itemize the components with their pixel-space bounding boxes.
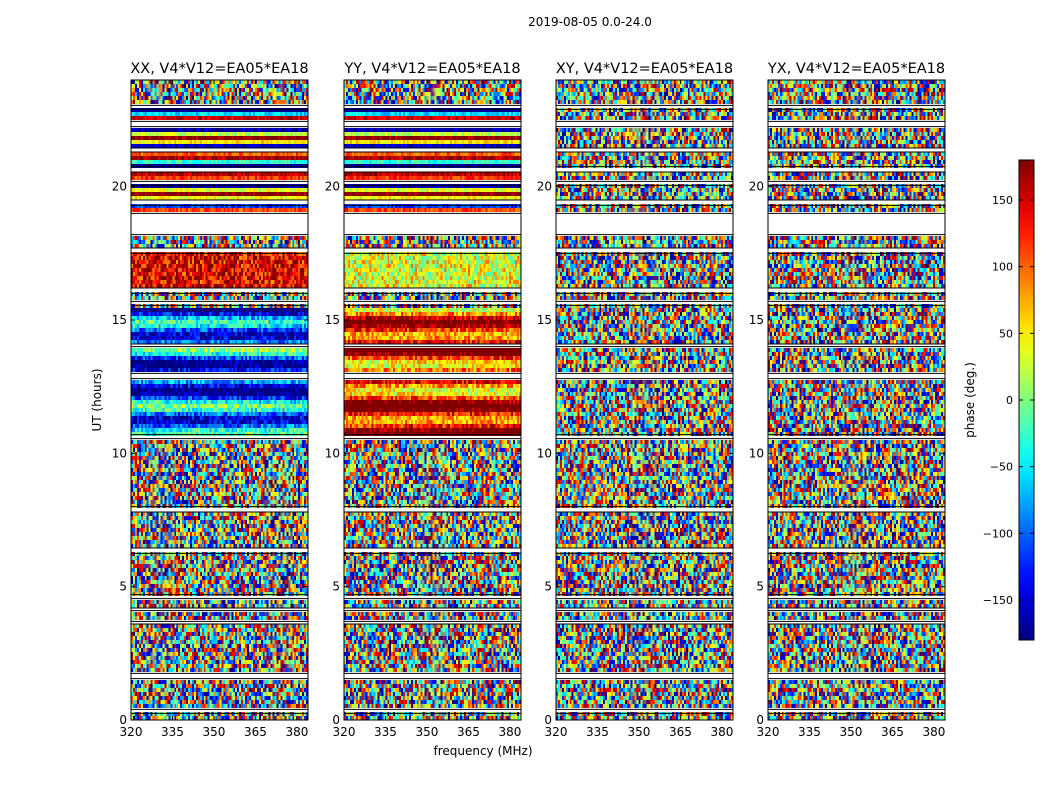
y-tick-label: 15	[537, 313, 552, 327]
panels-group: XX, V4*V12=EA05*EA18 320 335 350 365 380 0 5 10 1…	[112, 61, 946, 739]
panel-title: YX, V4*V12=EA05*EA18	[767, 61, 945, 77]
y-tick-label: 5	[756, 580, 764, 594]
y-tick-label: 20	[749, 180, 764, 194]
colorbar-tick-label: 50	[999, 327, 1013, 340]
y-tick-label: 0	[119, 713, 127, 727]
x-tick-label: 365	[244, 725, 267, 739]
colorbar-tick-label: 150	[992, 194, 1013, 207]
phase-heatmap-image	[344, 80, 521, 720]
x-tick-label: 380	[285, 725, 308, 739]
colorbar-tick-label: −50	[990, 461, 1013, 474]
x-tick-label: 380	[922, 725, 945, 739]
x-tick-label: 380	[710, 725, 733, 739]
phase-heatmap-image	[768, 80, 945, 720]
panel-frame	[767, 79, 946, 721]
x-tick-label: 380	[498, 725, 521, 739]
y-tick-label: 5	[332, 580, 340, 594]
x-tick-label: 350	[840, 725, 863, 739]
y-tick-label: 0	[756, 713, 764, 727]
x-tick-label: 365	[669, 725, 692, 739]
y-tick-label: 0	[544, 713, 552, 727]
y-tick-label: 10	[749, 446, 764, 460]
y-tick-label: 20	[537, 180, 552, 194]
y-axis-label: UT (hours)	[90, 368, 104, 431]
y-tick-label: 20	[325, 180, 340, 194]
y-tick-label: 15	[325, 313, 340, 327]
figure-suptitle: 2019-08-05 0.0-24.0	[528, 15, 652, 29]
colorbar-label: phase (deg.)	[963, 362, 977, 438]
x-tick-label: 350	[628, 725, 651, 739]
y-tick-label: 10	[112, 446, 127, 460]
x-tick-label: 365	[881, 725, 904, 739]
y-tick-label: 5	[544, 580, 552, 594]
x-tick-label: 320	[333, 725, 356, 739]
x-tick-label: 320	[545, 725, 568, 739]
phase-heatmap-image	[131, 80, 308, 720]
panel-frame	[343, 79, 522, 721]
y-tick-label: 10	[537, 446, 552, 460]
colorbar-tick-label: 0	[1006, 394, 1013, 407]
x-tick-label: 350	[203, 725, 226, 739]
phase-heatmap-image	[556, 80, 733, 720]
x-tick-label: 335	[161, 725, 184, 739]
panel-frame	[130, 79, 309, 721]
colorbar-tick-label: 100	[992, 261, 1013, 274]
panel-title: XX, V4*V12=EA05*EA18	[130, 61, 308, 77]
x-tick-label: 335	[374, 725, 397, 739]
x-tick-label: 320	[120, 725, 143, 739]
x-tick-label: 365	[457, 725, 480, 739]
y-tick-label: 5	[119, 580, 127, 594]
x-tick-label: 350	[416, 725, 439, 739]
x-axis-label: frequency (MHz)	[433, 744, 532, 758]
colorbar-tick-label: −100	[983, 527, 1013, 540]
panel-title: XY, V4*V12=EA05*EA18	[556, 61, 733, 77]
x-tick-label: 335	[798, 725, 821, 739]
y-tick-label: 0	[332, 713, 340, 727]
x-tick-label: 335	[586, 725, 609, 739]
y-tick-label: 15	[112, 313, 127, 327]
y-tick-label: 15	[749, 313, 764, 327]
panel-frame	[555, 79, 734, 721]
colorbar-tick-label: −150	[983, 594, 1013, 607]
y-tick-label: 20	[112, 180, 127, 194]
x-tick-label: 320	[757, 725, 780, 739]
panel-title: YY, V4*V12=EA05*EA18	[343, 61, 520, 77]
y-tick-label: 10	[325, 446, 340, 460]
colorbar: −150 −100 −50 0 50 100 150	[983, 159, 1035, 641]
